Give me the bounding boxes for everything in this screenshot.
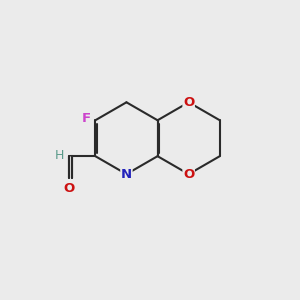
- Text: O: O: [183, 96, 194, 109]
- Text: F: F: [81, 112, 91, 125]
- Text: O: O: [183, 168, 194, 181]
- Text: O: O: [64, 182, 75, 195]
- Text: H: H: [55, 149, 64, 162]
- Text: N: N: [121, 168, 132, 181]
